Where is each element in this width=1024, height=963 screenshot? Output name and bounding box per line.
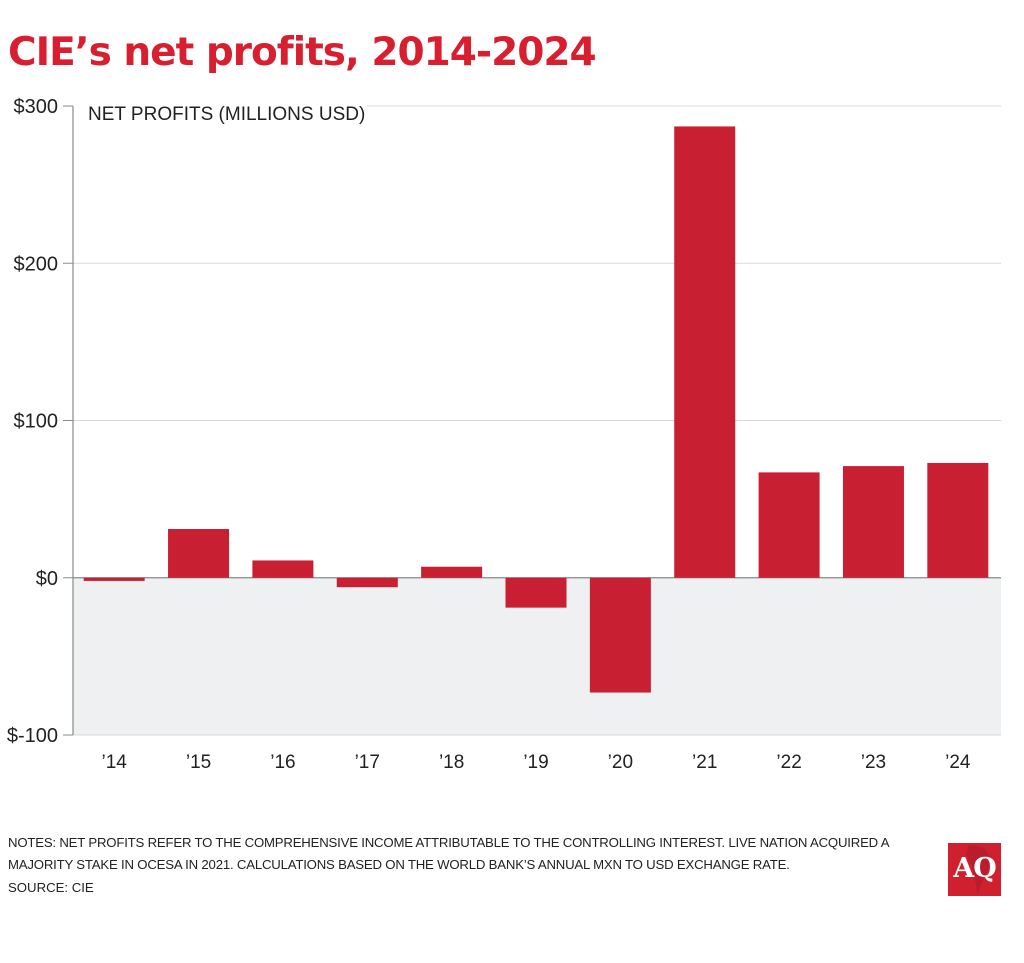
axes [63,105,74,736]
labels: $300 $200 $100 $0 $-100 NET PROFITS (MILLIONS… [7,96,971,773]
y-tick-label: $100 [14,411,59,433]
bar-2016 [252,560,314,578]
x-tick-label: ’20 [608,752,633,773]
bar-2014 [83,577,145,581]
y-tick-label: $300 [14,96,59,118]
y-tick-label: $-100 [7,725,58,747]
x-tick-label: ’19 [523,752,548,773]
bar-2019 [505,577,567,608]
x-tick-label: ’18 [439,752,464,773]
aq-logo: AQ [948,843,1001,896]
y-tick-label: $0 [36,568,58,590]
x-tick-label: ’15 [186,752,211,773]
x-tick-label: ’22 [776,752,801,773]
bar-2017 [336,577,398,588]
bar-2023 [842,466,904,578]
x-tick-label: ’24 [945,752,971,773]
x-tick-label: ’16 [270,752,295,773]
bar-2018 [421,566,483,578]
bars [83,126,989,693]
bar-2021 [674,126,736,578]
logo-text: AQ [953,853,996,884]
y-axis-unit-label: NET PROFITS (MILLIONS USD) [88,104,365,125]
y-tick-label: $200 [14,253,59,275]
x-tick-label: ’23 [861,752,886,773]
chart-notes: NOTES: NET PROFITS REFER TO THE COMPREHE… [8,835,889,872]
x-tick-label: ’14 [102,752,128,773]
x-tick-label: ’17 [355,752,380,773]
bar-2022 [758,472,820,578]
bar-chart: $300 $200 $100 $0 $-100 NET PROFITS (MILLIONS… [7,96,1001,773]
chart-title: CIE’s net profits, 2014-2024 [8,30,597,75]
x-tick-label: ’21 [692,752,717,773]
bar-2015 [168,529,230,578]
chart-source: SOURCE: CIE [8,880,94,895]
bar-2020 [589,577,651,693]
bar-2024 [927,462,989,578]
